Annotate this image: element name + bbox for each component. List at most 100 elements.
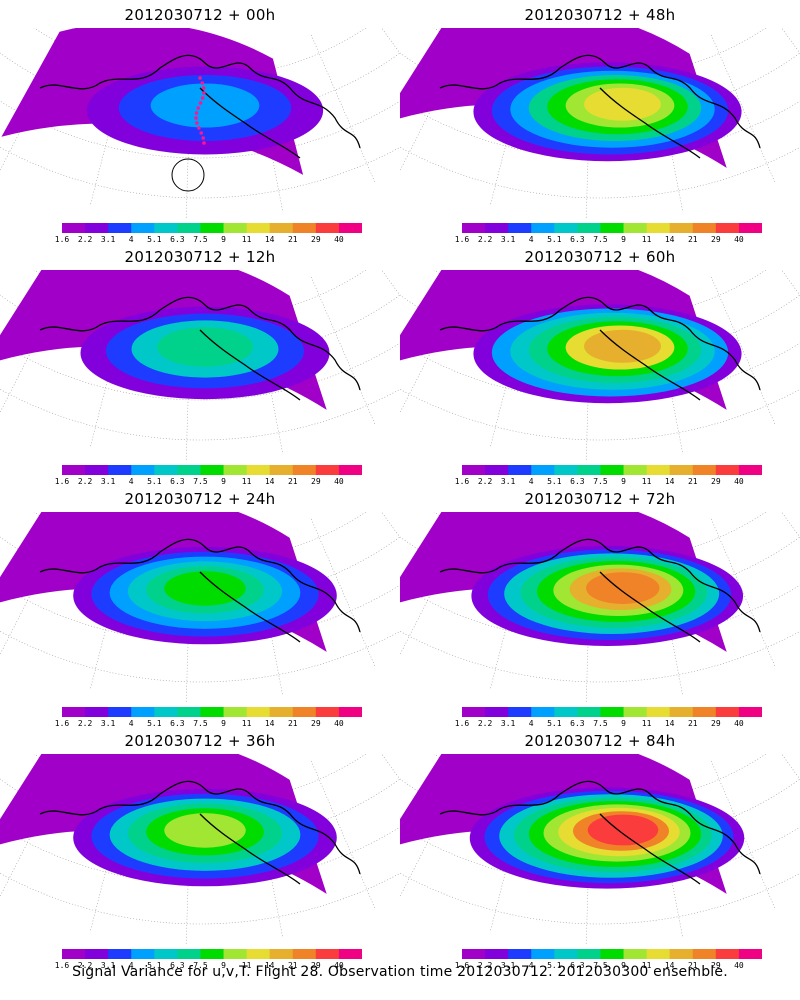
colorbar-tick-label: 3.1: [100, 961, 116, 970]
panel-title: 2012030712 + 48h: [524, 6, 676, 24]
latitude-gridline: [400, 52, 800, 119]
map-canvas: [0, 270, 400, 460]
colorbar-swatch: [85, 223, 109, 233]
colorbar-swatch: [646, 465, 671, 475]
longitude-gridline: [781, 270, 800, 296]
colorbar-swatch: [338, 223, 362, 233]
colorbar-swatch: [338, 707, 362, 717]
colorbar-swatch: [62, 707, 86, 717]
latitude-gridline: [33, 270, 367, 321]
colorbar-labels: 1.6 2.2 3.1 4 5.1 6.3 7.5 9 11 14 21 29 40: [440, 719, 780, 731]
colorbar-tick-label: 9: [221, 235, 226, 244]
map-canvas: [400, 754, 800, 944]
coastline: [439, 538, 761, 633]
colorbar-swatch: [715, 707, 740, 717]
colorbar-swatch: [485, 707, 509, 717]
colorbar-swatch: [315, 707, 340, 717]
colorbar-tick-label: 9: [221, 719, 226, 728]
flight-track-point: [200, 96, 205, 100]
colorbar-swatch: [462, 949, 486, 959]
latitude-gridline: [433, 28, 767, 79]
colorbar-swatch: [508, 465, 532, 475]
coastline: [199, 571, 301, 643]
flight-track-point: [198, 101, 203, 105]
colorbar-tick-label: 21: [287, 477, 298, 486]
colorbar-swatch: [692, 707, 717, 717]
panel-title: 2012030712 + 72h: [524, 490, 676, 508]
colorbar-swatch: [692, 465, 717, 475]
colorbar-tick-label: 11: [241, 961, 252, 970]
latitude-gridline: [0, 294, 400, 361]
colorbar-swatch: [669, 949, 694, 959]
latitude-gridline: [0, 778, 400, 845]
colorbar-swatch: [131, 949, 155, 959]
colorbar-swatch: [577, 223, 601, 233]
colorbar-tick-label: 40: [734, 235, 744, 244]
colorbar-swatch: [269, 707, 294, 717]
colorbar-swatch: [338, 949, 362, 959]
colorbar-swatch: [508, 223, 532, 233]
colorbar-tick-label: 9: [221, 961, 226, 970]
colorbar-tick-label: 11: [641, 477, 652, 486]
flight-track-point: [198, 76, 202, 80]
colorbar-tick-label: 6.3: [170, 961, 185, 970]
colorbar-swatch: [462, 223, 486, 233]
flight-track-point: [194, 111, 199, 115]
coastline: [199, 329, 301, 401]
longitude-gridline: [0, 28, 22, 117]
latitude-gridline: [433, 512, 767, 563]
colorbar-tick-label: 11: [641, 719, 652, 728]
coastline: [439, 296, 761, 391]
panel-title: 2012030712 + 60h: [524, 248, 676, 266]
colorbar-swatch: [154, 707, 178, 717]
colorbar-swatch: [62, 949, 86, 959]
colorbar-swatch: [692, 949, 717, 959]
colorbar-swatch: [315, 223, 340, 233]
colorbar-swatch: [623, 707, 648, 717]
map-canvas: [0, 754, 400, 944]
coastline: [199, 813, 301, 885]
colorbar-labels: 1.6 2.2 3.1 4 5.1 6.3 7.5 9 11 14 21 29 40: [40, 477, 380, 489]
colorbar-swatch: [577, 707, 601, 717]
panel-title: 2012030712 + 84h: [524, 732, 676, 750]
colorbar-swatch: [108, 949, 132, 959]
colorbar-tick-label: 3.1: [500, 477, 516, 486]
colorbar-tick-label: 21: [687, 477, 698, 486]
colorbar-tick-label: 7.5: [593, 719, 608, 728]
colorbar-tick-label: 40: [734, 477, 744, 486]
figure-caption: Signal Variance for u,v,T. Flight 28. Ob…: [72, 964, 728, 980]
coastline: [439, 54, 761, 149]
colorbar-swatch: [623, 465, 648, 475]
colorbar-tick-label: 21: [287, 235, 298, 244]
variance-contour: [157, 327, 253, 367]
colorbar-swatch: [554, 465, 578, 475]
colorbar-tick-label: 5.1: [147, 719, 162, 728]
flight-track-point: [197, 126, 201, 130]
colorbar-tick-label: 29: [311, 235, 321, 244]
colorbar-swatch: [738, 223, 762, 233]
colorbar-swatch: [338, 465, 362, 475]
colorbar-tick-label: 9: [621, 477, 626, 486]
coastline: [199, 87, 301, 159]
colorbar-tick-label: 9: [621, 235, 626, 244]
colorbar-swatch: [85, 707, 109, 717]
colorbar-swatch: [646, 707, 671, 717]
colorbar-tick-label: 14: [264, 477, 275, 486]
colorbar: [62, 707, 362, 717]
variance-contour: [584, 329, 661, 363]
colorbar-swatch: [292, 949, 317, 959]
colorbar-tick-label: 1.6: [54, 719, 70, 728]
colorbar-tick-label: 21: [287, 719, 298, 728]
colorbar: [62, 223, 362, 233]
colorbar-swatch: [200, 949, 225, 959]
map-canvas: [400, 28, 800, 218]
colorbar-swatch: [292, 223, 317, 233]
colorbar-tick-label: 2.2: [77, 719, 93, 728]
colorbar-swatch: [531, 707, 555, 717]
map-panel: 2012030712 + 00h 1.6 2.2 3.1 4 5.1 6.3 7.5 9 11 14…: [0, 0, 400, 246]
colorbar-tick-label: 29: [711, 961, 721, 970]
map-panel: 2012030712 + 48h 1.6 2.2 3.1 4 5.1 6.3 7.5 9 11 14…: [400, 0, 800, 246]
colorbar-swatch: [715, 223, 740, 233]
longitude-gridline: [781, 754, 800, 780]
flight-track-point: [200, 81, 205, 85]
